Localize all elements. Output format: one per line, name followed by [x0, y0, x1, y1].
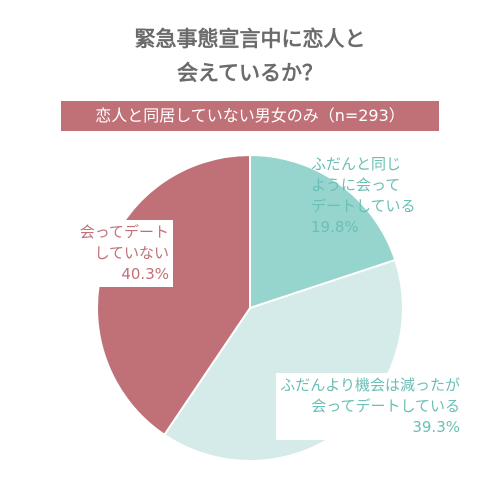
slice-1-label-line-2: ように会って — [311, 176, 401, 194]
slice-2-value: 39.3% — [412, 418, 460, 436]
chart-title-line-1: 緊急事態宣言中に恋人と — [134, 27, 366, 51]
slice-1-value: 19.8% — [311, 218, 359, 236]
slice-1-label-line-1: ふだんと同じ — [311, 155, 402, 173]
sample-banner: 恋人と同居していない男女のみ（n=293） — [61, 101, 439, 131]
slice-3-label-line-1: 会ってデート — [79, 223, 169, 241]
slice-2-label: ふだんより機会は減ったが 会ってデートしている 39.3% — [276, 373, 464, 440]
slice-3-value: 40.3% — [121, 265, 169, 283]
pie-slice-1 — [249, 153, 397, 310]
slice-2-label-line-2: 会ってデートしている — [311, 397, 460, 415]
slice-3-label: 会ってデート していない 40.3% — [75, 220, 173, 287]
slice-3-label-line-2: していない — [94, 244, 169, 262]
slice-1-label-line-3: デートしている — [311, 197, 416, 215]
slice-1-label: ふだんと同じ ように会って デートしている 19.8% — [311, 154, 416, 238]
chart-title-line-2: 会えているか？ — [177, 61, 323, 85]
chart-title: 緊急事態宣言中に恋人と 会えているか？ — [0, 22, 500, 90]
pie-slices — [96, 153, 404, 462]
slice-2-label-line-1: ふだんより機会は減ったが — [280, 376, 460, 394]
